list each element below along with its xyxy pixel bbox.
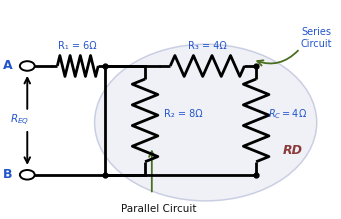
Circle shape	[20, 170, 35, 180]
Text: B: B	[3, 168, 12, 181]
Text: $R_C = 4\Omega$: $R_C = 4\Omega$	[268, 107, 307, 121]
Text: RD: RD	[283, 144, 303, 157]
Text: R₁ = 6Ω: R₁ = 6Ω	[58, 41, 97, 51]
Text: Series
Circuit: Series Circuit	[301, 27, 332, 49]
Circle shape	[20, 61, 35, 71]
Text: A: A	[2, 60, 12, 72]
Text: $R_{EQ}$: $R_{EQ}$	[11, 113, 30, 128]
Text: R₂ = 8Ω: R₂ = 8Ω	[164, 109, 202, 119]
Ellipse shape	[94, 44, 317, 201]
Text: Parallel Circuit: Parallel Circuit	[121, 204, 196, 214]
Text: R₃ = 4Ω: R₃ = 4Ω	[188, 41, 227, 51]
